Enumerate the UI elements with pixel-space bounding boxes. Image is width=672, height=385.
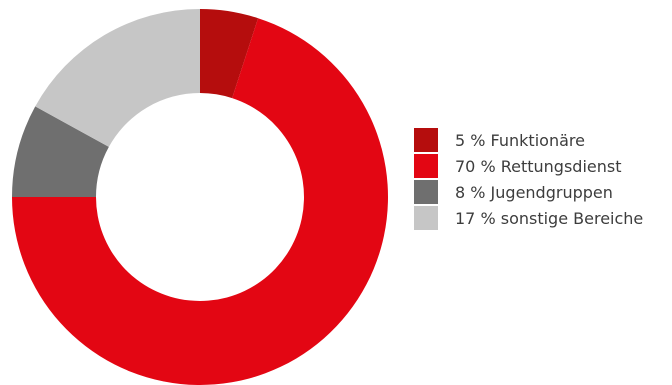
legend-swatch-jugendgruppen [414, 180, 438, 204]
slice-rettungsdienst [12, 18, 388, 385]
legend-item-rettungsdienst: 70 % Rettungsdienst [414, 154, 672, 178]
legend-swatch-sonstige [414, 206, 438, 230]
legend-label-funktionaere: 5 % Funktionäre [455, 130, 585, 150]
slice-jugendgruppen [12, 106, 109, 197]
slice-funktionaere [200, 9, 259, 99]
legend-item-jugendgruppen: 8 % Jugendgruppen [414, 180, 672, 204]
legend-label-rettungsdienst: 70 % Rettungsdienst [455, 156, 622, 176]
donut-chart [12, 9, 388, 385]
legend-item-funktionaere: 5 % Funktionäre [414, 128, 672, 152]
legend-item-sonstige: 17 % sonstige Bereiche [414, 206, 672, 230]
slice-sonstige [35, 9, 200, 147]
legend-label-sonstige: 17 % sonstige Bereiche [455, 208, 644, 228]
legend-swatch-funktionaere [414, 128, 438, 152]
chart-legend: 5 % Funktionäre 70 % Rettungsdienst 8 % … [414, 128, 672, 232]
legend-swatch-rettungsdienst [414, 154, 438, 178]
legend-label-jugendgruppen: 8 % Jugendgruppen [455, 182, 613, 202]
